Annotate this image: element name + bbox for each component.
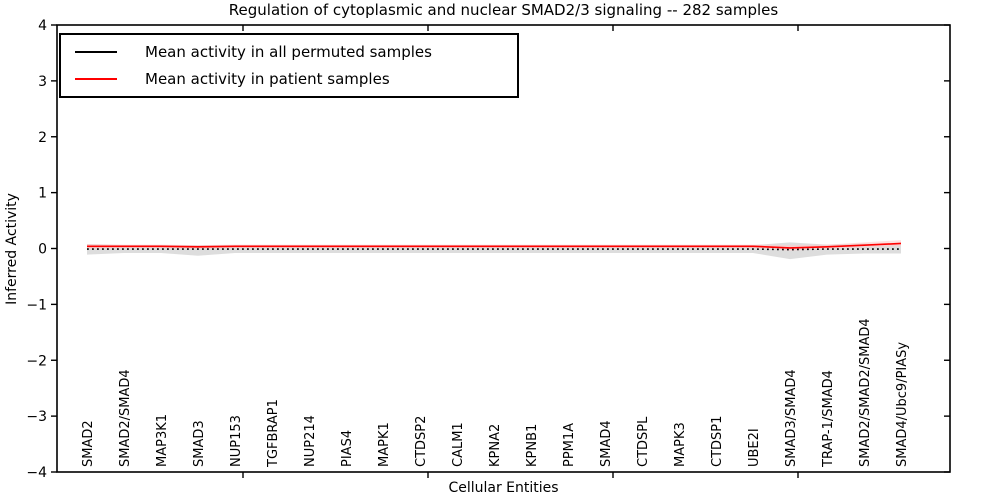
- y-tick-label: 0: [38, 242, 47, 258]
- x-category-label: TRAP-1/SMAD4: [821, 370, 836, 468]
- y-tick-label: −4: [26, 465, 47, 481]
- y-tick-label: −3: [26, 409, 47, 425]
- legend-label-permuted: Mean activity in all permuted samples: [145, 43, 432, 62]
- permuted-mean-line: [87, 248, 901, 251]
- patient-mean-line: [87, 242, 902, 249]
- x-category-label: NUP214: [303, 415, 318, 467]
- x-category-label: SMAD2: [81, 420, 96, 467]
- x-category-label: SMAD2/SMAD4: [118, 369, 133, 467]
- x-category-label: UBE2I: [747, 428, 762, 467]
- x-category-label: MAPK3: [673, 422, 688, 467]
- y-tick-label: −2: [26, 353, 47, 369]
- y-tick-label: 4: [38, 18, 47, 34]
- x-category-label: MAP3K1: [155, 414, 170, 467]
- legend: Mean activity in all permuted samples Me…: [59, 33, 519, 98]
- x-category-label: CTDSP1: [710, 416, 725, 467]
- x-axis-label: Cellular Entities: [448, 480, 559, 496]
- chart-title: Regulation of cytoplasmic and nuclear SM…: [228, 1, 779, 19]
- patient-line-swatch: [75, 77, 117, 80]
- legend-entry-permuted: Mean activity in all permuted samples: [75, 43, 517, 61]
- y-tick-label: 1: [38, 186, 47, 202]
- x-category-label: SMAD3: [192, 420, 207, 467]
- y-tick-label: −1: [26, 297, 47, 313]
- x-category-label: TGFBRAP1: [266, 399, 281, 468]
- x-category-label: PIAS4: [340, 430, 355, 467]
- x-category-label: KPNB1: [525, 424, 540, 467]
- x-category-label: PPM1A: [562, 423, 577, 467]
- x-category-label: SMAD2/SMAD2/SMAD4: [858, 318, 873, 467]
- x-category-label: CALM1: [451, 422, 466, 467]
- x-category-label: KPNA2: [488, 424, 503, 467]
- y-tick-label: 2: [38, 130, 47, 146]
- legend-entry-patient: Mean activity in patient samples: [75, 70, 517, 88]
- y-tick-label: 3: [38, 74, 47, 90]
- x-category-label: MAPK1: [377, 422, 392, 467]
- x-category-label: SMAD3/SMAD4: [784, 369, 799, 467]
- x-category-label: NUP153: [229, 415, 244, 467]
- patient-band: [87, 240, 901, 251]
- x-category-label: SMAD4: [599, 420, 614, 467]
- x-category-label: CTDSP2: [414, 416, 429, 467]
- x-category-label: SMAD4/Ubc9/PIASy: [895, 342, 910, 467]
- permuted-line-swatch: [75, 51, 117, 54]
- x-category-label: CTDSPL: [636, 416, 651, 467]
- legend-label-patient: Mean activity in patient samples: [145, 69, 390, 88]
